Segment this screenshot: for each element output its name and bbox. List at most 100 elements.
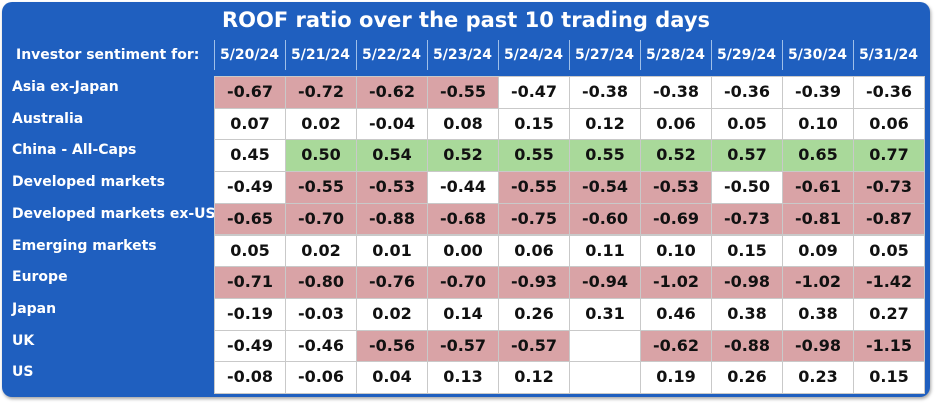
table-cell: -0.67 <box>214 76 286 109</box>
table-cell: 0.06 <box>853 107 925 141</box>
table-cell: 0.52 <box>640 139 712 173</box>
table-cell: 0.05 <box>711 107 783 141</box>
header-divider <box>711 40 712 70</box>
column-header: 5/21/24 <box>291 47 350 63</box>
table-cell: -0.55 <box>285 171 357 204</box>
column-header: 5/23/24 <box>433 47 492 63</box>
table-cell: -1.15 <box>853 329 925 363</box>
table-cell: -0.47 <box>498 76 570 109</box>
table-cell: -0.57 <box>498 329 570 363</box>
column-header: 5/22/24 <box>362 47 421 63</box>
table-cell: 0.06 <box>498 234 570 268</box>
table-cell: -0.50 <box>711 171 783 204</box>
table-cell: 0.26 <box>498 297 570 331</box>
row-label: China - All-Caps <box>12 142 137 159</box>
table-cell: -0.54 <box>569 171 641 204</box>
column-header: 5/31/24 <box>859 47 918 63</box>
row-label: Europe <box>12 269 68 286</box>
table-cell: -0.70 <box>285 202 357 236</box>
table-cell: -0.76 <box>356 266 428 299</box>
table-cell: -0.98 <box>782 329 854 363</box>
table-cell: -0.70 <box>427 266 499 299</box>
header-divider <box>427 40 428 70</box>
header-divider <box>569 40 570 70</box>
column-header: 5/27/24 <box>575 47 634 63</box>
row-label: Australia <box>12 110 84 127</box>
table-cell: -0.55 <box>427 76 499 109</box>
table-cell: 0.15 <box>498 107 570 141</box>
table-cell: -0.75 <box>498 202 570 236</box>
table-cell: 0.02 <box>285 107 357 141</box>
table-cell: -0.94 <box>569 266 641 299</box>
table-cell: -0.04 <box>356 107 428 141</box>
table-cell: 0.54 <box>356 139 428 173</box>
table-cell: 0.13 <box>427 361 499 394</box>
table-cell: -0.80 <box>285 266 357 299</box>
table-cell: 0.38 <box>711 297 783 331</box>
table-cell: -0.53 <box>640 171 712 204</box>
table-cell: -0.62 <box>640 329 712 363</box>
table-cell: 0.77 <box>853 139 925 173</box>
table-cell: -0.38 <box>640 76 712 109</box>
row-label: Japan <box>12 300 57 317</box>
table-cell: -0.88 <box>356 202 428 236</box>
table-cell: -0.08 <box>214 361 286 394</box>
row-label: Developed markets <box>12 174 165 191</box>
table-cell: 0.19 <box>640 361 712 394</box>
table-cell: 0.50 <box>285 139 357 173</box>
table-cell: 0.46 <box>640 297 712 331</box>
header-divider <box>782 40 783 70</box>
table-cell: -0.55 <box>498 171 570 204</box>
table-cell: 0.23 <box>782 361 854 394</box>
row-label: Asia ex-Japan <box>12 79 119 95</box>
table-cell: -0.62 <box>356 76 428 109</box>
row-label: US <box>12 364 34 381</box>
header-divider <box>498 40 499 70</box>
table-cell: 0.31 <box>569 297 641 331</box>
header-divider <box>356 40 357 70</box>
table-cell: 0.10 <box>640 234 712 268</box>
row-label: Emerging markets <box>12 237 157 254</box>
table-cell: -0.56 <box>356 329 428 363</box>
table-cell: -0.36 <box>853 76 925 109</box>
table-cell: -0.49 <box>214 329 286 363</box>
table-cell: -0.36 <box>711 76 783 109</box>
table-cell: -0.46 <box>285 329 357 363</box>
table-cell: 0.65 <box>782 139 854 173</box>
table-cell: 0.15 <box>711 234 783 268</box>
table-cell: -0.71 <box>214 266 286 299</box>
table-cell: -1.02 <box>640 266 712 299</box>
table-cell: 0.52 <box>427 139 499 173</box>
header-divider <box>853 40 854 70</box>
table-cell: -0.81 <box>782 202 854 236</box>
table-cell: -0.68 <box>427 202 499 236</box>
header-divider <box>214 40 215 70</box>
header-divider <box>640 40 641 70</box>
table-cell: 0.27 <box>853 297 925 331</box>
table-cell: 0.15 <box>853 361 925 394</box>
table-cell: 0.04 <box>356 361 428 394</box>
table-cell: 0.12 <box>498 361 570 394</box>
table-cell: 0.11 <box>569 234 641 268</box>
table-cell: -0.38 <box>569 76 641 109</box>
column-header: 5/30/24 <box>788 47 847 63</box>
table-cell: 0.02 <box>356 297 428 331</box>
table-cell: 0.08 <box>427 107 499 141</box>
table-cell: -1.42 <box>853 266 925 299</box>
table-cell: -0.98 <box>711 266 783 299</box>
table-cell: -1.02 <box>782 266 854 299</box>
table-cell: -0.57 <box>427 329 499 363</box>
table-cell: 0.00 <box>427 234 499 268</box>
table-cell: 0.09 <box>782 234 854 268</box>
table-cell: 0.01 <box>356 234 428 268</box>
table-cell: -0.60 <box>569 202 641 236</box>
row-label: UK <box>12 332 35 349</box>
table-cell: -0.44 <box>427 171 499 204</box>
table-cell: 0.12 <box>569 107 641 141</box>
table-cell: 0.55 <box>498 139 570 173</box>
table-cell: -0.39 <box>782 76 854 109</box>
table-cell <box>569 361 641 394</box>
column-header: 5/20/24 <box>220 47 279 63</box>
table-cell <box>569 329 641 363</box>
table-cell: 0.14 <box>427 297 499 331</box>
